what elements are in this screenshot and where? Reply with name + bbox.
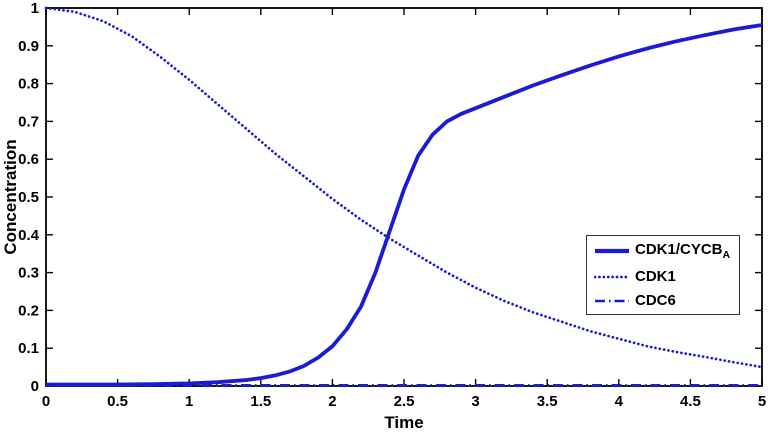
legend-line-sample [595,299,629,302]
y-tick-label: 0.1 [18,340,39,357]
x-tick-label: 3 [471,393,479,410]
x-tick-label: 1 [185,393,193,410]
x-tick-label: 3.5 [537,393,558,410]
legend-label: CDK1 [635,268,676,285]
x-tick-label: 2 [328,393,336,410]
y-tick-label: 0.9 [18,38,39,55]
legend-label: CDK1/CYCBA [635,241,731,261]
legend-line-sample [594,275,630,278]
plot-frame [45,7,763,387]
y-tick-label: 0.5 [18,189,39,206]
legend-label-subscript: A [722,249,731,261]
x-tick-label: 4.5 [680,393,701,410]
x-tick-label: 0 [42,393,50,410]
legend-line-sample [595,248,629,254]
legend-item: CDK1/CYCBA [594,241,730,261]
y-tick-label: 0.4 [18,227,40,244]
series-line-cdk1-cycb-a [46,23,763,387]
x-axis-label: Time [384,413,423,432]
y-tick-label: 0.6 [18,151,39,168]
series-line-cdk1 [44,6,764,369]
legend: CDK1/CYCBA CDK1 CDC6 [586,235,741,315]
y-axis-label: Concentration [1,139,20,254]
y-tick-label: 1 [31,0,39,17]
y-tick-label: 0.3 [18,265,39,282]
y-tick-label: 0.8 [18,76,39,93]
x-tick-label: 2.5 [394,393,415,410]
legend-item: CDK1 [594,268,730,285]
x-tick-label: 4 [615,393,624,410]
x-tick-label: 1.5 [250,393,271,410]
legend-item: CDC6 [594,292,730,309]
y-tick-label: 0.7 [18,113,39,130]
x-tick-label: 5 [758,393,766,410]
y-tick-label: 0 [31,378,39,395]
legend-label: CDC6 [635,292,676,309]
x-tick-label: 0.5 [107,393,128,410]
y-tick-label: 0.2 [18,302,39,319]
